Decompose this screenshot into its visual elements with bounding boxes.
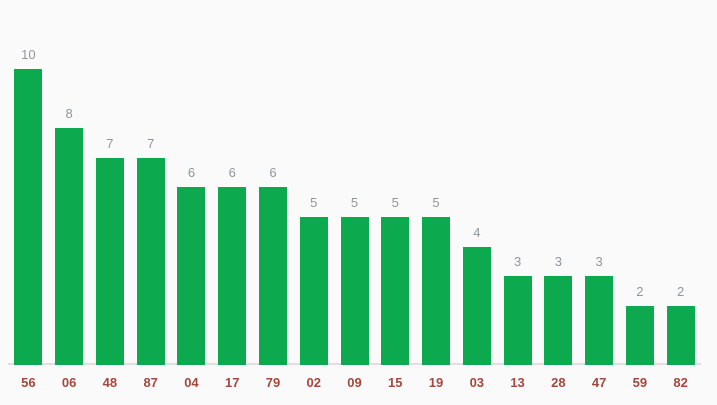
bar-group: 5 09 — [334, 0, 375, 390]
x-axis-label: 59 — [632, 375, 648, 390]
x-axis-label: 02 — [306, 375, 321, 390]
bar[interactable] — [218, 187, 247, 365]
bar-value-label: 5 — [310, 195, 318, 210]
bar[interactable] — [177, 187, 206, 365]
x-axis-label: 03 — [469, 375, 485, 390]
bar[interactable] — [299, 217, 328, 365]
x-axis-label: 13 — [510, 375, 525, 390]
bar-value-label: 5 — [350, 195, 359, 210]
bar-group: 5 19 — [416, 0, 457, 390]
bar-value-label: 5 — [432, 195, 440, 210]
bar-value-label: 6 — [269, 165, 277, 181]
x-axis-label: 28 — [551, 375, 566, 390]
x-axis-label: 56 — [21, 375, 36, 390]
bar-group: 6 17 — [212, 0, 253, 390]
plot-area: 10 56 8 06 7 48 7 87 6 04 6 17 6 79 5 02 5 09 5 15 5 19 4 03 3 13… — [8, 0, 701, 390]
bar[interactable] — [381, 217, 410, 365]
bar[interactable] — [666, 305, 695, 365]
bar-group: 7 48 — [90, 0, 131, 390]
bar[interactable] — [55, 128, 84, 365]
bar-value-label: 7 — [147, 135, 155, 151]
x-axis-label: 15 — [388, 375, 403, 390]
bar-group: 6 04 — [171, 0, 212, 390]
bar[interactable] — [258, 187, 287, 365]
bar[interactable] — [625, 305, 654, 365]
bar-group: 6 79 — [253, 0, 294, 390]
bar[interactable] — [422, 217, 451, 365]
bar[interactable] — [585, 276, 614, 365]
bar[interactable] — [136, 157, 165, 365]
bar[interactable] — [544, 276, 573, 365]
bar-group: 2 59 — [619, 0, 660, 390]
bar-group: 5 15 — [375, 0, 416, 390]
bar-group: 5 02 — [293, 0, 334, 390]
x-axis-label: 82 — [673, 375, 688, 390]
bar-group: 7 87 — [130, 0, 171, 390]
bar-value-label: 2 — [677, 283, 685, 299]
bar-value-label: 7 — [106, 135, 114, 151]
bar-value-label: 8 — [65, 106, 73, 122]
x-axis-label: 48 — [102, 375, 118, 390]
x-axis-label: 06 — [61, 375, 77, 390]
bar-value-label: 2 — [636, 283, 644, 299]
bar-value-label: 5 — [391, 195, 399, 210]
bar-value-label: 3 — [513, 254, 522, 270]
bar[interactable] — [462, 246, 491, 365]
x-axis-label: 17 — [224, 375, 240, 390]
bar-group: 3 13 — [497, 0, 538, 390]
bar-value-label: 4 — [473, 224, 481, 240]
bar-value-label: 6 — [228, 165, 236, 181]
bar-group: 3 47 — [579, 0, 620, 390]
bar-group: 10 56 — [8, 0, 49, 390]
x-axis-label: 04 — [184, 375, 199, 390]
bar-value-label: 3 — [595, 254, 603, 270]
x-axis-label: 87 — [143, 375, 158, 390]
bar-group: 3 28 — [538, 0, 579, 390]
bar-group: 2 82 — [660, 0, 701, 390]
x-axis-label: 19 — [428, 375, 444, 390]
bar[interactable] — [95, 157, 124, 365]
bar[interactable] — [340, 217, 369, 365]
bar[interactable] — [503, 276, 532, 365]
bar-group: 8 06 — [49, 0, 90, 390]
bar-value-label: 10 — [21, 47, 36, 62]
bar[interactable] — [14, 69, 43, 365]
bar-value-label: 6 — [187, 165, 196, 181]
x-axis-label: 09 — [347, 375, 362, 390]
x-axis-label: 79 — [265, 375, 281, 390]
x-axis-label: 47 — [591, 375, 607, 390]
bar-value-label: 3 — [554, 254, 562, 270]
bar-group: 4 03 — [456, 0, 497, 390]
